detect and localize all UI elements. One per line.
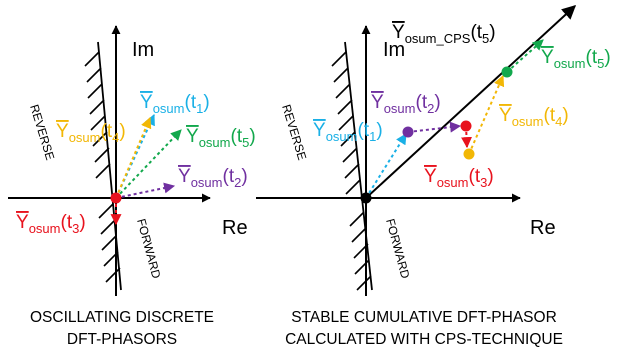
- right-label-cps: Yosum_CPS(t5): [392, 22, 496, 46]
- right-label-t3: Yosum(t3): [424, 166, 494, 190]
- right-dot-t3: [460, 120, 472, 132]
- left-phasor-t2: [115, 182, 176, 199]
- right-dot-t2: [402, 126, 414, 138]
- right-boundary-line: [331, 41, 373, 291]
- right-phasor-t5: [506, 39, 544, 73]
- left-phasor-t4: [115, 116, 152, 199]
- left-label-t3: Yosum(t3): [16, 212, 86, 236]
- left-reverse-label: REVERSE: [27, 103, 57, 162]
- left-caption-line-2: DFT-PHASORS: [67, 331, 177, 348]
- right-forward-label: FORWARD: [383, 217, 412, 280]
- right-label-t5: Yosum(t5): [541, 47, 611, 71]
- right-origin-dot: [360, 192, 372, 204]
- left-label-t2: Yosum(t2): [178, 166, 248, 190]
- right-panel: Re Im REVERSE FORWARD Yosum_CPS(t5) Yosu…: [256, 5, 611, 348]
- left-panel: Re Im REVERSE FORWARD Yosum(t1) Yosum(t4…: [8, 25, 256, 348]
- right-caption-line-2: CALCULATED WITH CPS-TECHNIQUE: [285, 331, 563, 348]
- right-label-t4: Yosum(t4): [499, 105, 569, 129]
- left-label-t4: Yosum(t4): [56, 121, 126, 145]
- left-caption-line-1: OSCILLATING DISCRETE: [30, 309, 214, 326]
- left-im-label: Im: [132, 39, 154, 61]
- left-origin-dot: [110, 192, 122, 204]
- left-forward-label: FORWARD: [134, 217, 163, 280]
- right-label-t1: Yosum(t1): [313, 120, 383, 144]
- right-reverse-label: REVERSE: [279, 103, 309, 162]
- right-hatch-marks: [331, 51, 372, 291]
- right-dot-t4: [463, 148, 475, 160]
- left-re-label: Re: [222, 217, 248, 239]
- left-label-t1: Yosum(t1): [140, 92, 210, 116]
- right-phasor-t4: [468, 74, 505, 155]
- right-dot-t5: [501, 66, 513, 78]
- right-phasor-t1: [365, 133, 407, 199]
- left-phasor-t5: [115, 129, 182, 199]
- left-label-t5: Yosum(t5): [186, 126, 256, 150]
- right-phasor-t2: [407, 121, 462, 133]
- right-cps-phasor: [365, 5, 577, 199]
- right-im-label: Im: [383, 39, 405, 61]
- right-caption-line-1: STABLE CUMULATIVE DFT-PHASOR: [291, 309, 557, 326]
- right-label-t2: Yosum(t2): [371, 92, 441, 116]
- right-re-label: Re: [530, 217, 556, 239]
